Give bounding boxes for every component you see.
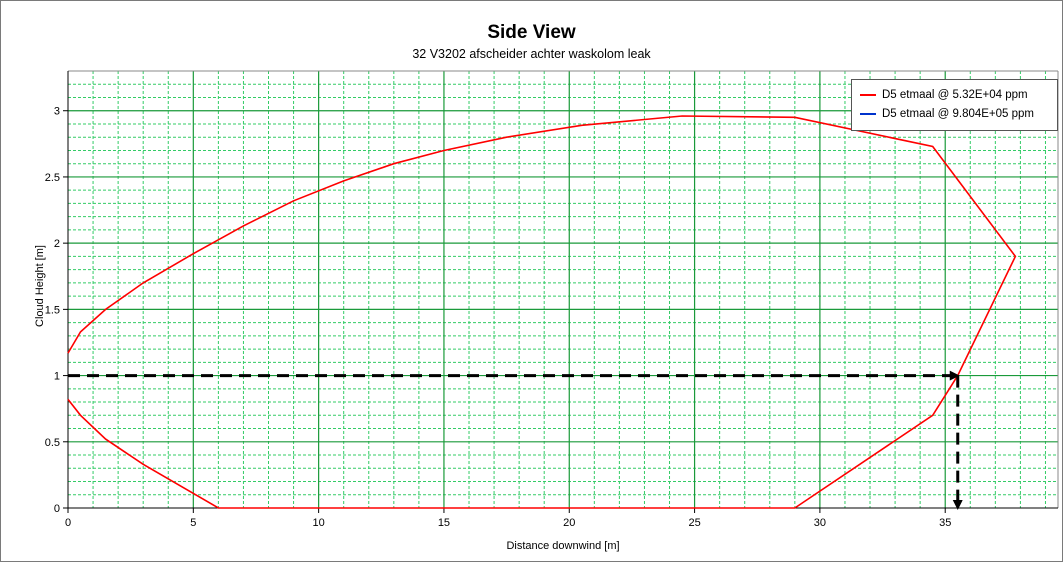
x-tick-label: 25 — [688, 517, 700, 529]
legend-label: D5 etmaal @ 5.32E+04 ppm — [882, 89, 1028, 101]
y-tick-label: 2.5 — [45, 172, 60, 184]
chart-title: Side View — [487, 22, 576, 43]
y-tick-label: 2 — [54, 238, 60, 250]
legend-swatch — [860, 94, 876, 96]
legend-item: D5 etmaal @ 9.804E+05 ppm — [860, 106, 1034, 122]
x-tick-label: 0 — [65, 517, 71, 529]
y-tick-label: 0.5 — [45, 437, 60, 449]
legend-item: D5 etmaal @ 5.32E+04 ppm — [860, 87, 1028, 103]
y-tick-label: 1.5 — [45, 304, 60, 316]
y-tick-label: 1 — [54, 371, 60, 383]
x-tick-label: 5 — [190, 517, 196, 529]
y-tick-label: 0 — [54, 503, 60, 515]
x-axis-label: Distance downwind [m] — [506, 540, 620, 552]
legend-swatch — [860, 113, 876, 115]
y-tick-label: 3 — [54, 106, 60, 118]
legend-label: D5 etmaal @ 9.804E+05 ppm — [882, 108, 1034, 120]
x-tick-label: 10 — [313, 517, 325, 529]
x-tick-label: 35 — [939, 517, 951, 529]
chart-subtitle: 32 V3202 afscheider achter waskolom leak — [412, 47, 651, 61]
x-tick-label: 30 — [814, 517, 826, 529]
x-tick-label: 20 — [563, 517, 575, 529]
legend: D5 etmaal @ 5.32E+04 ppm D5 etmaal @ 9.8… — [851, 79, 1058, 131]
series-line-1 — [67, 115, 1017, 509]
x-tick-label: 15 — [438, 517, 450, 529]
